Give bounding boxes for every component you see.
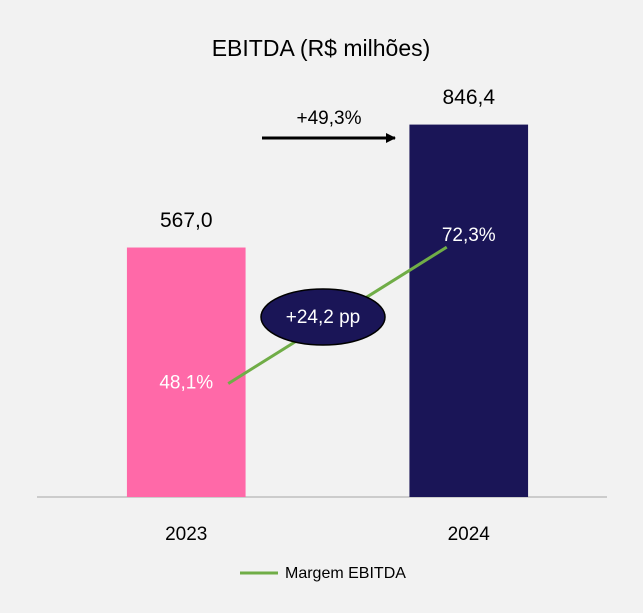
legend-label: Margem EBITDA <box>285 565 406 582</box>
x-tick-label: 2024 <box>448 524 491 545</box>
bar-value-label: 567,0 <box>160 209 213 232</box>
change-annotation: +24,2 pp <box>286 307 361 328</box>
bar-value-label: 846,4 <box>442 86 495 109</box>
change-bubble <box>260 288 386 346</box>
chart-title: EBITDA (R$ milhões) <box>212 35 431 61</box>
growth-annotation: +49,3% <box>297 108 362 129</box>
bar <box>409 124 529 498</box>
line-value-label: 48,1% <box>159 373 213 394</box>
line-value-label: 72,3% <box>442 225 496 246</box>
x-tick-label: 2023 <box>165 524 207 545</box>
bar <box>126 247 246 497</box>
